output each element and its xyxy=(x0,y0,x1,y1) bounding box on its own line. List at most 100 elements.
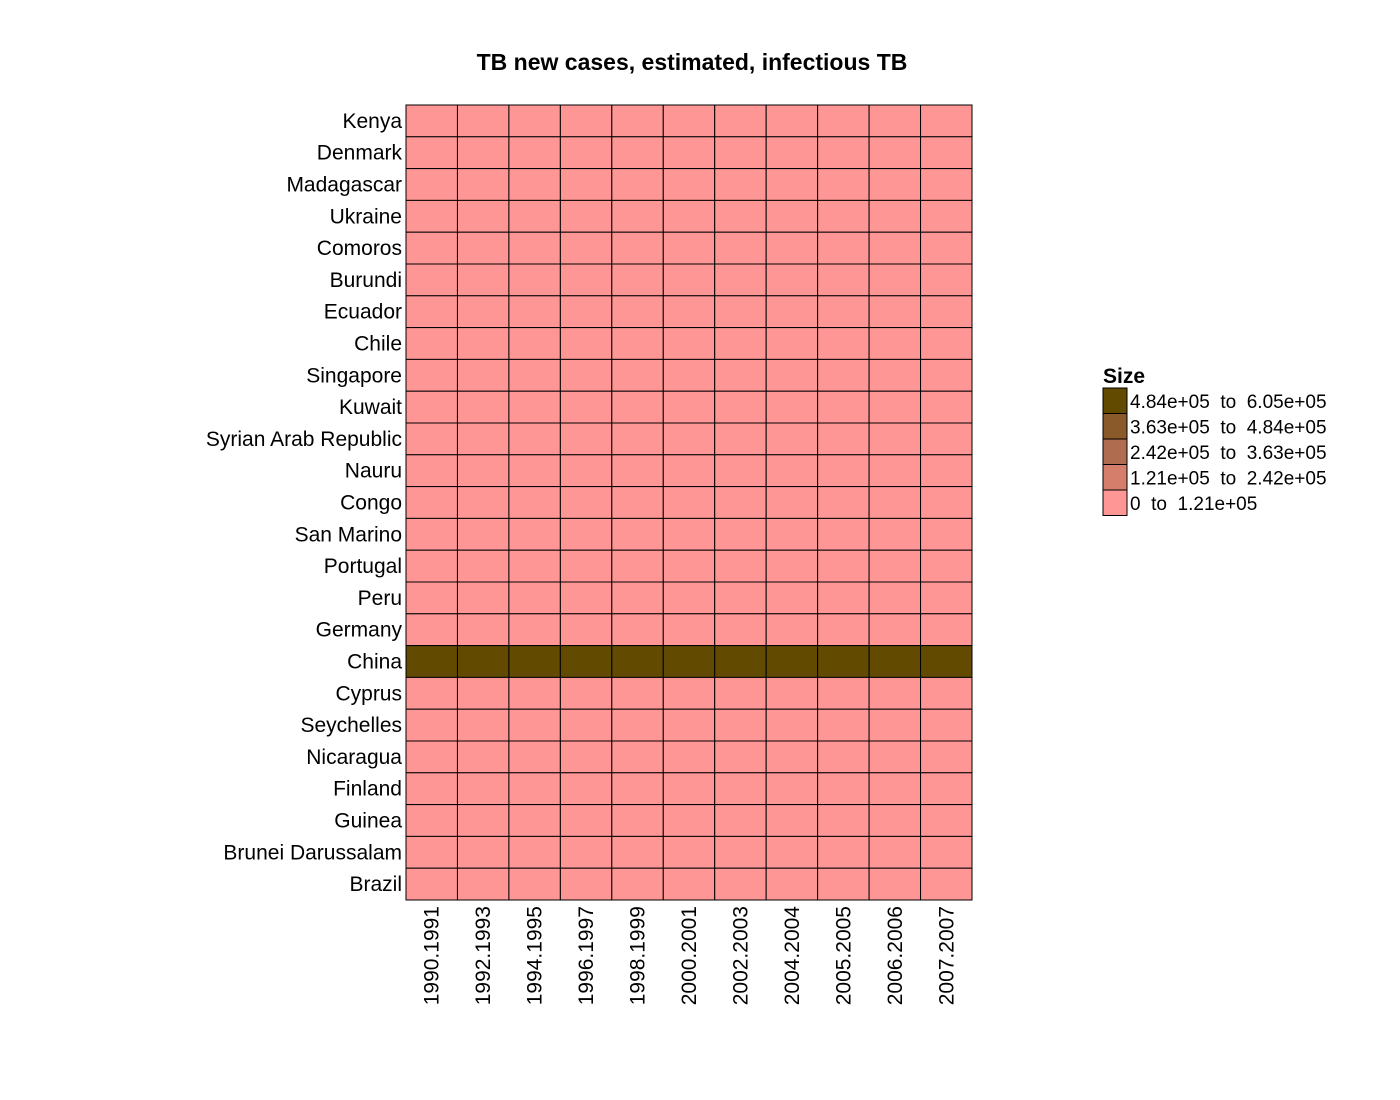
heatmap-cell xyxy=(405,740,458,774)
heatmap-cell xyxy=(559,613,613,647)
heatmap-cell xyxy=(765,804,819,837)
heatmap-cell xyxy=(920,517,973,551)
heatmap-cell xyxy=(405,199,458,233)
column-label: 2002.2003 xyxy=(729,906,752,1005)
heatmap-cell xyxy=(817,168,870,201)
column-label: 2006.2006 xyxy=(884,906,907,1005)
row-label: Portugal xyxy=(324,555,402,578)
heatmap-cell xyxy=(456,708,510,742)
heatmap-cell xyxy=(559,263,613,297)
heatmap-cell xyxy=(765,549,819,583)
heatmap-cell xyxy=(508,136,561,170)
heatmap-cell xyxy=(508,199,561,233)
heatmap-cell xyxy=(868,772,922,806)
heatmap-cell xyxy=(920,454,973,488)
heatmap-cell xyxy=(868,390,922,424)
heatmap-cell xyxy=(868,168,922,201)
heatmap-cell xyxy=(611,645,664,678)
heatmap-cell xyxy=(765,231,819,265)
heatmap-cell xyxy=(920,390,973,424)
heatmap-cell xyxy=(868,454,922,488)
heatmap-cell xyxy=(714,168,767,201)
heatmap-cell xyxy=(714,676,767,710)
heatmap-cell xyxy=(765,390,819,424)
heatmap-cell xyxy=(559,517,613,551)
heatmap-cell xyxy=(765,104,819,138)
heatmap-cell xyxy=(714,454,767,488)
heatmap-cell xyxy=(508,168,561,201)
heatmap-cell xyxy=(559,772,613,806)
heatmap-cell xyxy=(765,835,819,869)
heatmap-cell xyxy=(611,422,664,456)
heatmap-cell xyxy=(868,581,922,615)
heatmap-cell xyxy=(817,231,870,265)
column-label: 2000.2001 xyxy=(678,906,701,1005)
heatmap-cell xyxy=(662,327,716,360)
heatmap-cell xyxy=(765,199,819,233)
heatmap-cell xyxy=(611,517,664,551)
heatmap-cell xyxy=(817,390,870,424)
heatmap-cell xyxy=(920,835,973,869)
heatmap-cell xyxy=(765,295,819,329)
row-labels: Kenya Denmark Madagascar Ukraine Comoros Buru… xyxy=(206,110,403,896)
heatmap-cell xyxy=(456,676,510,710)
heatmap-cell xyxy=(920,772,973,806)
heatmap-cell xyxy=(405,517,458,551)
heatmap-cell xyxy=(456,263,510,297)
heatmap-cell xyxy=(559,740,613,774)
heatmap-cell xyxy=(920,104,973,138)
heatmap-cell xyxy=(611,772,664,806)
heatmap-cell xyxy=(817,104,870,138)
heatmap-cell xyxy=(559,454,613,488)
heatmap-cell xyxy=(662,772,716,806)
legend-label: 4.84e+05 to 6.05e+05 xyxy=(1130,392,1327,413)
heatmap-cell xyxy=(456,327,510,360)
heatmap-cell xyxy=(611,358,664,392)
heatmap-cell xyxy=(920,740,973,774)
heatmap-cell xyxy=(405,645,458,678)
heatmap-cell xyxy=(508,804,561,837)
heatmap-cell xyxy=(405,804,458,837)
heatmap-cell xyxy=(559,676,613,710)
row-label: Chile xyxy=(354,333,402,356)
legend-swatch xyxy=(1102,387,1128,414)
column-label: 2005.2005 xyxy=(832,906,855,1005)
heatmap-cell xyxy=(611,168,664,201)
heatmap-cell xyxy=(456,454,510,488)
heatmap-cell xyxy=(456,104,510,138)
heatmap-cell xyxy=(714,581,767,615)
heatmap-cell xyxy=(714,390,767,424)
heatmap-cell xyxy=(405,390,458,424)
heatmap-cell xyxy=(508,422,561,456)
heatmap-cell xyxy=(456,867,510,901)
heatmap-cell xyxy=(765,486,819,519)
heatmap-cell xyxy=(817,804,870,837)
heatmap-cell xyxy=(817,136,870,170)
heatmap-cell xyxy=(868,645,922,678)
heatmap-cell xyxy=(559,549,613,583)
heatmap-cell xyxy=(817,708,870,742)
heatmap-cell xyxy=(508,517,561,551)
heatmap-cell xyxy=(714,835,767,869)
heatmap-cell xyxy=(920,168,973,201)
row-label: Comoros xyxy=(317,237,402,260)
heatmap-cell xyxy=(405,867,458,901)
heatmap-cell xyxy=(405,772,458,806)
heatmap-cell xyxy=(920,295,973,329)
heatmap-cell xyxy=(456,645,510,678)
heatmap-cell xyxy=(868,676,922,710)
heatmap-cell xyxy=(405,104,458,138)
row-label: Seychelles xyxy=(300,714,402,737)
heatmap-cell xyxy=(611,104,664,138)
heatmap-cell xyxy=(714,867,767,901)
heatmap-cell xyxy=(714,358,767,392)
heatmap-cell xyxy=(714,104,767,138)
heatmap-cell xyxy=(662,168,716,201)
heatmap-cell xyxy=(405,708,458,742)
heatmap-cell xyxy=(765,772,819,806)
column-label: 1994.1995 xyxy=(524,906,547,1005)
heatmap-cell xyxy=(868,835,922,869)
heatmap-cell xyxy=(817,549,870,583)
heatmap-cell xyxy=(456,581,510,615)
heatmap-cell xyxy=(405,136,458,170)
